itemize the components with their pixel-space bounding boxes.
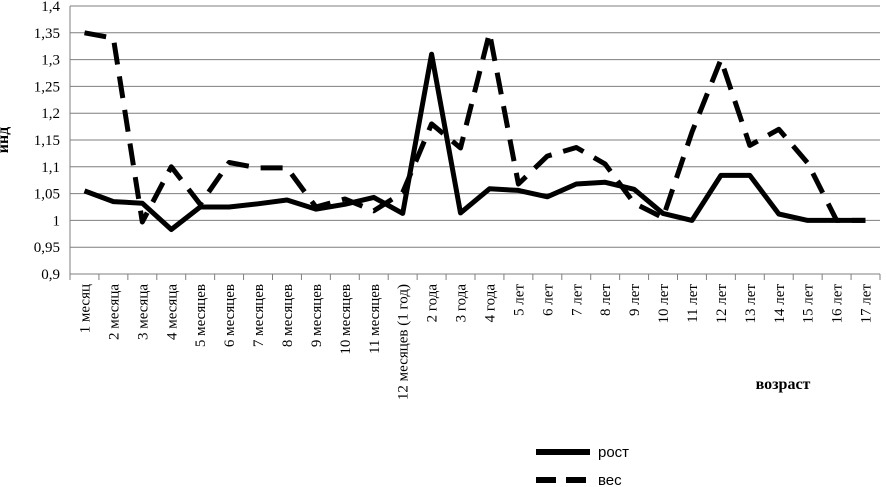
x-tick-label: 10 лет	[656, 284, 672, 324]
series-lines	[83, 30, 866, 232]
y-tick-label: 1,05	[34, 187, 60, 203]
y-tick-label: 1,25	[34, 79, 60, 95]
legend-label: рост	[598, 444, 629, 461]
x-tick-label: 11 месяцев	[367, 284, 383, 354]
y-axis-title: инд	[0, 127, 12, 154]
y-tick-label: 1,4	[41, 0, 60, 15]
x-tick-label: 5 месяцев	[193, 284, 209, 347]
x-tick-label: 13 лет	[743, 284, 759, 324]
legend-label: вес	[598, 472, 622, 487]
x-tick-label: 16 лет	[830, 284, 846, 324]
x-tick-label: 14 лет	[772, 284, 788, 324]
x-tick-label: 8 лет	[598, 284, 614, 316]
x-tick-label: 7 лет	[569, 284, 585, 316]
x-tick-label: 9 месяцев	[309, 284, 325, 347]
x-tick-label: 12 месяцев (1 год)	[396, 284, 412, 400]
y-tick-label: 1,15	[34, 133, 60, 149]
y-tick-label: 0,95	[34, 240, 60, 256]
axes	[69, 6, 881, 280]
x-tick-label: 8 месяцев	[280, 284, 296, 347]
x-tick-label: 4 месяца	[164, 284, 180, 340]
x-tick-label: 10 месяцев	[338, 284, 354, 355]
y-tick-label: 1,35	[34, 26, 60, 42]
series-line-height	[83, 51, 866, 232]
gridlines	[70, 5, 880, 248]
x-tick-label: 7 месяцев	[251, 284, 267, 347]
x-tick-label: 3 года	[454, 284, 470, 323]
x-tick-label: 12 лет	[714, 284, 730, 324]
x-axis-title: возраст	[756, 376, 811, 393]
legend: рост вес	[536, 444, 629, 487]
y-tick-label: 1,1	[41, 160, 60, 176]
x-tick-label: 2 месяца	[106, 284, 122, 340]
x-tick-label: 6 лет	[540, 284, 556, 316]
y-tick-label: 1,2	[41, 106, 60, 122]
y-tick-label: 1,3	[41, 53, 60, 69]
x-tick-label: 4 года	[482, 284, 498, 323]
x-tick-label: 11 лет	[685, 284, 701, 323]
x-tick-label: 17 лет	[859, 284, 875, 324]
x-tick-labels: 1 месяц 2 месяца 3 месяца 4 месяца 5 месяцев…	[77, 284, 874, 401]
x-tick-label: 9 лет	[627, 284, 643, 316]
x-tick-label: 1 месяц	[77, 284, 93, 333]
x-tick-label: 6 месяцев	[222, 284, 238, 347]
series-line-weight	[84, 30, 866, 225]
y-tick-label: 0,9	[41, 267, 60, 283]
y-tick-label: 1	[53, 213, 61, 229]
x-tick-label: 15 лет	[801, 284, 817, 324]
x-tick-label: 2 года	[425, 284, 441, 323]
x-tick-label: 5 лет	[511, 284, 527, 316]
y-tick-labels: 0,9 0,95 1 1,05 1,1 1,15 1,2 1,25 1,3 1,35 1,4	[34, 0, 61, 283]
x-tick-label: 3 месяца	[135, 284, 151, 340]
